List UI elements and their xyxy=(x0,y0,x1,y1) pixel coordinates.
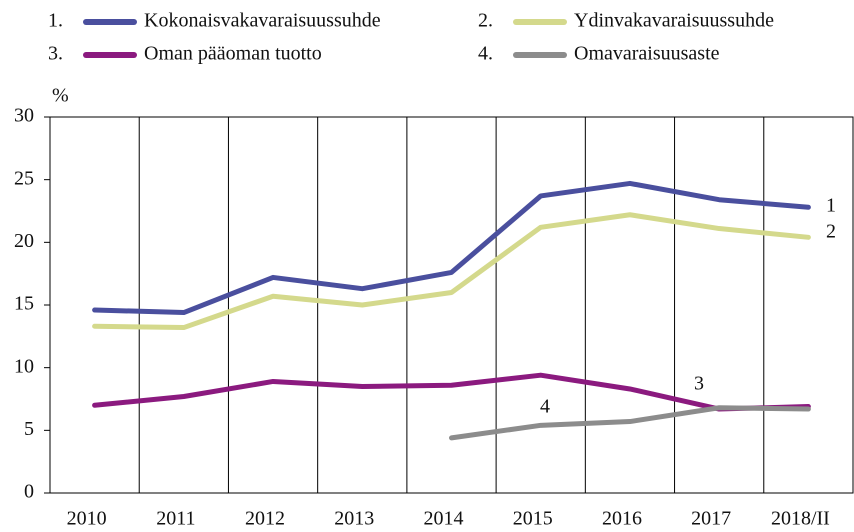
x-tick-label: 2017 xyxy=(691,508,731,530)
annotation: 2 xyxy=(826,221,836,243)
legend-label: Ydinvakavaraisuussuhde xyxy=(574,10,774,32)
y-tick-label: 15 xyxy=(14,293,34,315)
annotation: 4 xyxy=(540,396,550,418)
y-tick-label: 0 xyxy=(24,481,34,503)
y-tick-label: 5 xyxy=(24,418,34,440)
y-tick-label: 10 xyxy=(14,355,34,377)
annotation: 3 xyxy=(694,373,704,395)
x-tick-label: 2018/II xyxy=(771,508,830,530)
legend-number: 1. xyxy=(48,10,63,32)
series-line xyxy=(92,180,811,316)
x-tick-label: 2010 xyxy=(67,508,107,530)
legend-label: Oman pääoman tuotto xyxy=(144,43,322,65)
series-line xyxy=(92,372,811,412)
annotation: 1 xyxy=(826,195,836,217)
y-axis-label: % xyxy=(52,85,69,107)
series-line xyxy=(92,212,811,331)
x-tick-label: 2012 xyxy=(245,508,285,530)
series-line xyxy=(449,405,811,441)
x-tick-label: 2011 xyxy=(156,508,195,530)
legend-number: 3. xyxy=(48,43,63,65)
x-tick-label: 2016 xyxy=(602,508,642,530)
y-tick-label: 25 xyxy=(14,167,34,189)
legend-number: 4. xyxy=(478,43,493,65)
x-tick-label: 2015 xyxy=(513,508,553,530)
legend-number: 2. xyxy=(478,10,493,32)
legend-label: Omavaraisuusaste xyxy=(574,43,720,65)
x-tick-label: 2013 xyxy=(334,508,374,530)
y-tick-label: 30 xyxy=(14,105,34,127)
y-tick-label: 20 xyxy=(14,230,34,252)
x-tick-label: 2014 xyxy=(424,508,464,530)
legend-label: Kokonaisvakavaraisuussuhde xyxy=(144,10,381,32)
